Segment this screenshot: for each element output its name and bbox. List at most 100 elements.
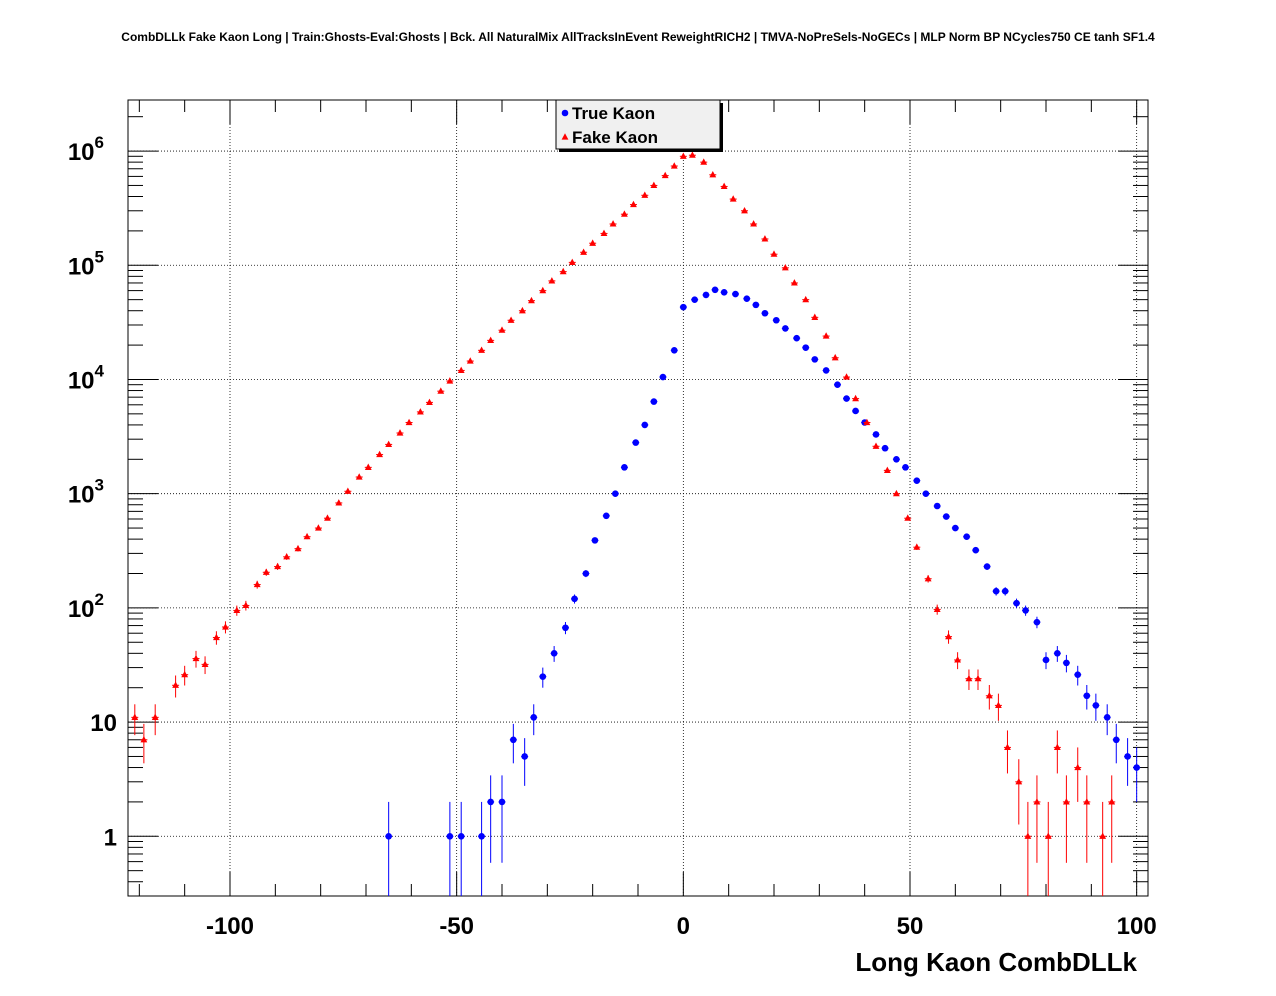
data-marks bbox=[131, 151, 1140, 896]
data-point bbox=[365, 464, 372, 470]
data-point bbox=[140, 736, 147, 742]
data-point bbox=[202, 661, 209, 667]
data-point bbox=[172, 681, 179, 687]
data-point bbox=[397, 429, 404, 435]
plot-frame bbox=[128, 100, 1148, 896]
data-point bbox=[213, 634, 220, 640]
data-point bbox=[691, 296, 698, 303]
data-point bbox=[304, 533, 311, 539]
data-point bbox=[601, 230, 608, 236]
data-point bbox=[791, 279, 798, 285]
data-point bbox=[975, 675, 982, 681]
data-point bbox=[458, 367, 465, 373]
data-point bbox=[1084, 692, 1091, 699]
data-point bbox=[592, 537, 599, 544]
data-point bbox=[741, 207, 748, 213]
data-point bbox=[487, 337, 494, 343]
data-point bbox=[254, 581, 261, 587]
data-point bbox=[519, 307, 526, 313]
data-point bbox=[603, 513, 610, 520]
data-point bbox=[893, 456, 900, 463]
data-point bbox=[709, 171, 716, 177]
data-point bbox=[583, 570, 590, 577]
legend-label: True Kaon bbox=[572, 104, 655, 123]
data-point bbox=[712, 286, 719, 293]
data-point bbox=[972, 547, 979, 554]
data-point bbox=[812, 356, 819, 363]
data-point bbox=[551, 650, 558, 657]
data-point bbox=[1083, 798, 1090, 804]
data-point bbox=[1108, 798, 1115, 804]
data-point bbox=[642, 422, 649, 429]
data-point bbox=[762, 235, 769, 241]
data-point bbox=[1034, 619, 1041, 626]
data-point bbox=[651, 398, 658, 405]
grid-lines bbox=[128, 100, 1148, 896]
x-tick-label: 0 bbox=[677, 913, 690, 940]
data-point bbox=[540, 673, 547, 680]
data-point bbox=[753, 302, 760, 309]
data-point bbox=[934, 503, 941, 510]
data-point bbox=[1013, 600, 1020, 607]
data-point bbox=[1004, 744, 1011, 750]
data-point bbox=[1113, 736, 1120, 743]
data-point bbox=[335, 499, 342, 505]
data-point bbox=[852, 395, 859, 401]
data-point bbox=[1054, 744, 1061, 750]
data-point bbox=[730, 195, 737, 201]
data-point bbox=[1133, 764, 1140, 771]
data-point bbox=[1074, 764, 1081, 770]
data-point bbox=[1093, 702, 1100, 709]
data-point bbox=[732, 291, 739, 298]
data-point bbox=[385, 441, 392, 447]
data-point bbox=[773, 317, 780, 324]
data-point bbox=[295, 545, 302, 551]
data-point bbox=[721, 183, 728, 189]
data-point bbox=[571, 596, 578, 603]
x-tick-label: 100 bbox=[1117, 913, 1157, 940]
data-point bbox=[843, 395, 850, 402]
data-point bbox=[589, 239, 596, 245]
data-point bbox=[843, 373, 850, 379]
data-point bbox=[621, 210, 628, 216]
y-tick-label: 102 bbox=[68, 590, 104, 623]
data-point bbox=[966, 675, 973, 681]
data-point bbox=[263, 568, 270, 574]
data-point bbox=[650, 182, 657, 188]
data-point bbox=[426, 399, 433, 405]
data-point bbox=[1104, 714, 1111, 721]
data-point bbox=[417, 408, 424, 414]
data-point bbox=[1074, 671, 1081, 678]
data-point bbox=[548, 277, 555, 283]
data-point bbox=[893, 490, 900, 496]
data-point bbox=[508, 316, 515, 322]
data-point bbox=[315, 524, 322, 530]
data-point bbox=[823, 367, 830, 374]
data-point bbox=[356, 473, 363, 479]
data-point bbox=[986, 692, 993, 698]
axis-ticks bbox=[128, 100, 1148, 896]
data-point bbox=[283, 553, 290, 559]
data-point bbox=[181, 671, 188, 677]
data-point bbox=[914, 477, 921, 484]
data-point bbox=[1002, 588, 1009, 595]
data-point bbox=[539, 287, 546, 293]
y-tick-label: 104 bbox=[68, 361, 105, 394]
data-point bbox=[499, 799, 506, 806]
x-tick-label: 50 bbox=[897, 913, 924, 940]
data-point bbox=[344, 487, 351, 493]
data-point bbox=[925, 575, 932, 581]
data-point bbox=[744, 295, 751, 302]
legend-marker bbox=[562, 110, 569, 117]
data-point bbox=[852, 408, 859, 415]
data-point bbox=[487, 799, 494, 806]
data-point bbox=[834, 381, 841, 388]
data-point bbox=[612, 490, 619, 497]
series-true-kaon bbox=[385, 286, 1140, 896]
data-point bbox=[1043, 657, 1050, 664]
y-tick-label: 106 bbox=[68, 133, 104, 166]
data-point bbox=[499, 326, 506, 332]
data-point bbox=[993, 588, 1000, 595]
x-tick-label: -100 bbox=[206, 913, 254, 940]
data-point bbox=[458, 833, 465, 840]
